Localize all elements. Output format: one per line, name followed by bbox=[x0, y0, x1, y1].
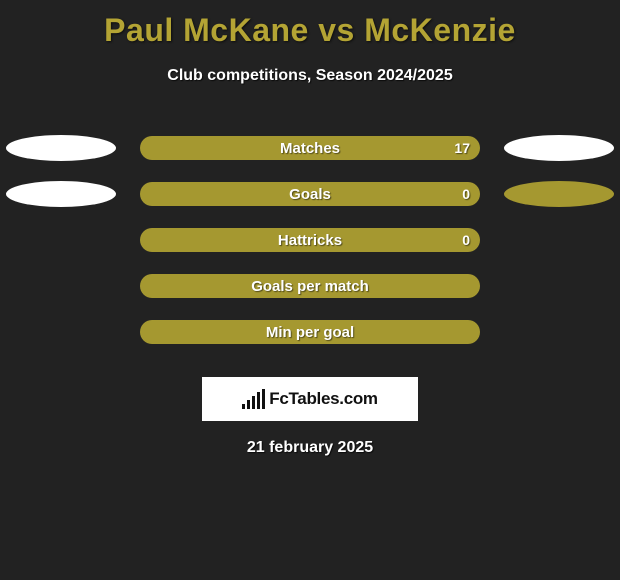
stat-row-min-per-goal: Min per goal bbox=[0, 309, 620, 355]
player-right-marker bbox=[504, 135, 614, 161]
stat-bar: Min per goal bbox=[140, 320, 480, 344]
stat-value: 0 bbox=[462, 232, 470, 248]
bar-chart-icon bbox=[242, 389, 265, 409]
stat-row-goals-per-match: Goals per match bbox=[0, 263, 620, 309]
stat-label: Hattricks bbox=[278, 232, 342, 249]
stat-row-matches: Matches 17 bbox=[0, 125, 620, 171]
date-label: 21 february 2025 bbox=[0, 439, 620, 457]
page-title: Paul McKane vs McKenzie bbox=[0, 0, 620, 49]
logo: FcTables.com bbox=[242, 389, 378, 409]
stats-block: Matches 17 Goals 0 Hattricks 0 Goals per… bbox=[0, 125, 620, 355]
stat-bar: Goals per match bbox=[140, 274, 480, 298]
page-subtitle: Club competitions, Season 2024/2025 bbox=[0, 67, 620, 85]
player-left-marker bbox=[6, 181, 116, 207]
stat-bar: Matches 17 bbox=[140, 136, 480, 160]
logo-box: FcTables.com bbox=[202, 377, 418, 421]
stat-label: Goals per match bbox=[251, 278, 369, 295]
stat-value: 0 bbox=[462, 186, 470, 202]
stat-row-goals: Goals 0 bbox=[0, 171, 620, 217]
stat-label: Min per goal bbox=[266, 324, 354, 341]
stat-value: 17 bbox=[454, 140, 470, 156]
stat-label: Goals bbox=[289, 186, 331, 203]
stat-bar: Hattricks 0 bbox=[140, 228, 480, 252]
comparison-page: Paul McKane vs McKenzie Club competition… bbox=[0, 0, 620, 580]
stat-row-hattricks: Hattricks 0 bbox=[0, 217, 620, 263]
logo-text: FcTables.com bbox=[269, 389, 378, 409]
stat-bar: Goals 0 bbox=[140, 182, 480, 206]
stat-label: Matches bbox=[280, 140, 340, 157]
player-left-marker bbox=[6, 135, 116, 161]
player-right-marker bbox=[504, 181, 614, 207]
